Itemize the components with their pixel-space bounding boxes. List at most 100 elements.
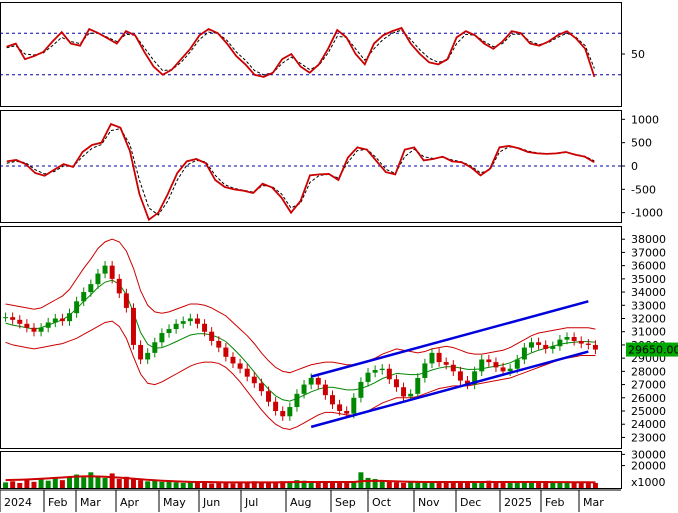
candle-body	[45, 322, 51, 328]
candle-body	[138, 344, 144, 360]
macd-line	[6, 122, 595, 222]
volume-bar	[74, 474, 80, 488]
candle-body	[194, 318, 200, 324]
volume-bar	[528, 481, 534, 488]
volume-bar	[429, 482, 435, 488]
macd-tick-label: 1000	[631, 113, 659, 126]
candle-body	[38, 327, 44, 332]
x-axis-label: Jun	[202, 496, 220, 509]
candle-body	[315, 377, 321, 385]
candle-body	[564, 337, 570, 340]
candle-body	[329, 395, 335, 405]
candle-body	[351, 397, 357, 414]
volume-bar	[24, 480, 30, 488]
volume-bar	[223, 482, 229, 488]
volume-bar	[457, 481, 463, 488]
candle-body	[500, 367, 506, 372]
price-panel: 3800037000360003500034000330003200031000…	[0, 226, 678, 449]
candle-body	[273, 401, 279, 411]
volume-bar	[315, 482, 321, 488]
candle-body	[88, 284, 94, 293]
candle-body	[344, 411, 350, 414]
volume-bar	[294, 480, 300, 488]
price-tick-label: 32000	[631, 313, 666, 326]
volume-bar	[308, 482, 314, 488]
price-tick-label: 37000	[631, 246, 666, 259]
candle-body	[486, 359, 492, 363]
candle-body	[10, 317, 16, 320]
volume-bar	[450, 481, 456, 488]
volume-bar	[507, 482, 513, 488]
candle-body	[429, 352, 435, 364]
volume-bar	[358, 472, 364, 488]
volume-bar	[372, 479, 378, 488]
volume-bar	[557, 482, 563, 488]
candle-body	[294, 393, 300, 408]
volume-bar	[592, 482, 598, 488]
channel-upper-line	[310, 300, 589, 378]
last-price-label: 29650.00	[628, 344, 678, 357]
volume-bar	[443, 482, 449, 488]
candle-body	[223, 347, 229, 357]
x-axis-label: Mar	[80, 496, 101, 509]
candle-body	[216, 340, 222, 348]
price-tick-label: 36000	[631, 260, 666, 273]
volume-bar	[10, 481, 16, 488]
volume-tick-label: 30000	[631, 448, 666, 461]
volume-bar	[436, 482, 442, 488]
x-axis-label: Feb	[48, 496, 67, 509]
volume-bar	[251, 481, 257, 488]
price-tick-label: 34000	[631, 286, 666, 299]
candle-body	[337, 404, 343, 411]
candle-body	[422, 363, 428, 378]
volume-bar	[479, 482, 485, 488]
volume-bar	[351, 482, 357, 488]
candle-body	[493, 362, 499, 368]
volume-bar	[230, 483, 236, 488]
candle-body	[258, 383, 264, 392]
volume-bar	[266, 482, 272, 488]
bollinger-upper	[5, 238, 596, 374]
price-tick-label: 27000	[631, 379, 666, 392]
candle-body	[266, 391, 272, 402]
volume-bar	[244, 482, 250, 488]
macd-tick-label: 0	[631, 160, 638, 173]
candle-body	[543, 344, 549, 349]
rsi-tick-label: 50	[631, 48, 645, 61]
candle-body	[116, 278, 122, 294]
volume-bar	[237, 482, 243, 488]
candle-body	[301, 384, 307, 394]
rsi-signal-line	[6, 29, 595, 76]
volume-bar	[486, 480, 492, 488]
x-axis-label: 2024	[4, 496, 32, 509]
volume-unit-label: x1000	[631, 476, 666, 489]
price-frame	[0, 226, 622, 449]
x-axis-label: Nov	[418, 496, 440, 509]
volume-bar	[138, 480, 144, 488]
volume-bar	[287, 482, 293, 488]
volume-bar	[187, 481, 193, 488]
x-axis-label: Apr	[120, 496, 140, 509]
bollinger-middle	[5, 279, 596, 402]
rsi-frame	[0, 2, 622, 107]
volume-bar	[543, 482, 549, 488]
candle-body	[393, 379, 399, 388]
volume-bar	[202, 482, 208, 488]
candle-body	[180, 321, 186, 324]
x-axis-label: Sep	[335, 496, 356, 509]
candle-body	[209, 331, 215, 341]
x-axis-label: Dec	[460, 496, 481, 509]
candle-body	[443, 362, 449, 365]
candle-body	[550, 346, 556, 349]
volume-bar	[386, 481, 392, 488]
candle-body	[585, 343, 591, 345]
volume-bar	[145, 481, 151, 488]
volume-bar	[280, 481, 286, 488]
volume-bar	[337, 481, 343, 488]
candle-body	[67, 313, 73, 322]
volume-bar	[365, 477, 371, 488]
x-axis-label: Aug	[290, 496, 311, 509]
volume-bar	[109, 473, 115, 488]
